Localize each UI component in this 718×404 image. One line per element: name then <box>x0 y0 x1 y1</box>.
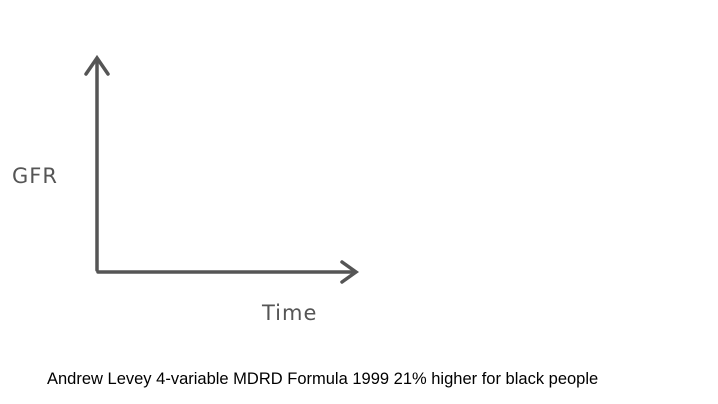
y-axis-arrow <box>84 54 110 76</box>
x-axis-arrow <box>340 260 360 284</box>
y-axis-label: GFR <box>12 164 58 188</box>
axes <box>84 54 360 284</box>
x-axis-label: Time <box>261 301 317 325</box>
caption: Andrew Levey 4-variable MDRD Formula 199… <box>47 370 598 388</box>
